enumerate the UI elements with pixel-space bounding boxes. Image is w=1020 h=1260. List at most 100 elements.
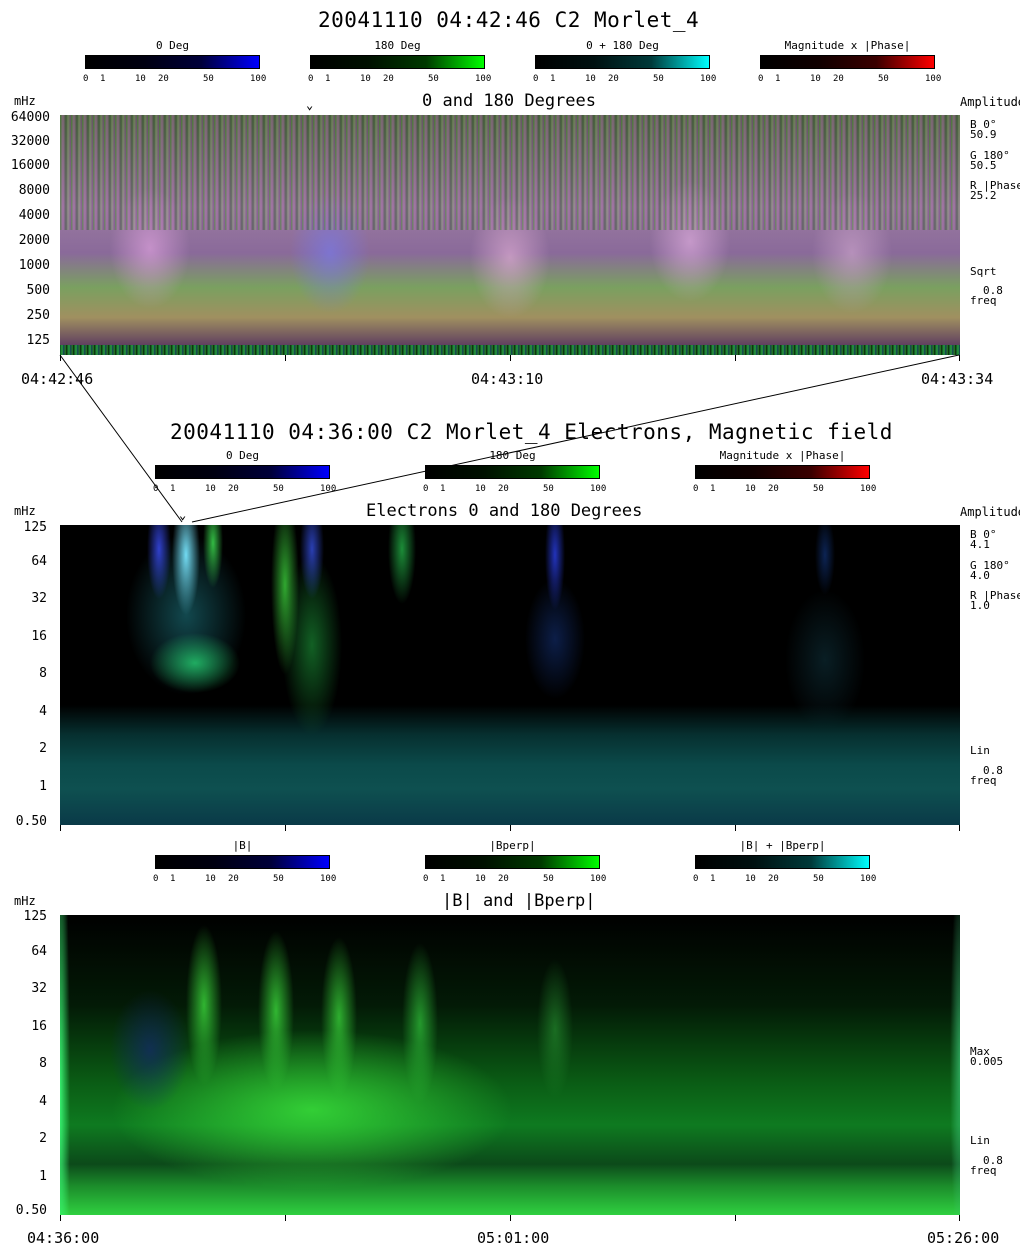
xtick-mark [60,1215,61,1221]
ytick-label: 1 [39,1169,47,1184]
top-side-g180: G 180° [970,149,1010,162]
colorbar-label: 180 Deg [489,449,536,462]
middle-spectrogram [60,525,960,825]
bottom-scale-exponent: 0.8 [983,1154,1003,1167]
colorbar-label: 0 Deg [155,39,190,52]
top-spectrogram [60,115,960,345]
colorbar-gradient [425,855,600,869]
xtick-mark [60,825,61,831]
middle-side-g180-value: 4.0 [970,569,990,582]
colorbar-label: 0 Deg [225,449,260,462]
ytick-label: 64000 [10,110,50,125]
top-side-rphase-value: 25.2 [970,189,997,202]
ytick-label: 16 [31,629,47,644]
ytick-label: 16 [31,1019,47,1034]
middle-side-b0: B 0° [970,528,997,541]
middle-side-rphase-value: 1.0 [970,599,990,612]
xtick-mark [959,825,960,831]
colorbar-label: |B| + |Bperp| [739,839,826,852]
colorbar-gradient [155,855,330,869]
ytick-label: 0.50 [15,814,47,829]
ytick-label: 0.50 [15,1203,47,1218]
ytick-label: 4 [39,1094,47,1109]
top-panel-title: 0 and 180 Degrees [422,91,596,111]
middle-panel-title: Electrons 0 and 180 Degrees [366,501,643,521]
xtick-mark [285,1215,286,1221]
xtick-mark [735,825,736,831]
colorbar-gradient [425,465,600,479]
middle-side-b0-value: 4.1 [970,538,990,551]
top-side-g180-value: 50.5 [970,159,997,172]
ytick-label: 125 [23,520,47,535]
ytick-label: 4 [39,704,47,719]
xtick-mark [735,355,736,361]
bottom-max-label: Max [970,1045,990,1058]
colorbar-label: 180 Deg [374,39,421,52]
xtick-mark [959,355,960,361]
ytick-label: 2000 [18,233,50,248]
colorbar-gradient [695,465,870,479]
ytick-label: 500 [26,283,50,298]
ytick-label: 32 [31,981,47,996]
ytick-label: 8 [39,666,47,681]
bottom-unit-label: mHz [14,894,36,908]
ytick-label: 250 [26,308,50,323]
bottom-spectrogram [60,915,960,1215]
bottom-time-start: 04:36:00 [27,1229,100,1247]
colorbar-label: Magnitude x |Phase| [784,39,911,52]
bottom-scale-freq: freq [970,1164,997,1177]
middle-side-g180: G 180° [970,559,1010,572]
top-amplitude-header: Amplitude [960,95,1020,109]
bottom-time-end: 05:26:00 [927,1229,1000,1247]
colorbar-gradient [310,55,485,69]
top-scale-type: Sqrt [970,265,997,278]
middle-scale-freq: freq [970,774,997,787]
ytick-label: 125 [26,333,50,348]
zoom-connector-lines [59,354,960,523]
bottom-panel-title: |B| and |Bperp| [442,891,596,911]
xtick-mark [959,1215,960,1221]
top-phase-strip [60,345,960,355]
ytick-label: 125 [23,909,47,924]
middle-amplitude-header: Amplitude [960,505,1020,519]
xtick-mark [510,825,511,831]
bottom-time-mid: 05:01:00 [477,1229,550,1247]
bottom-max-value: 0.005 [970,1055,1004,1068]
ytick-label: 8000 [18,183,50,198]
top-time-end: 04:43:34 [921,370,994,388]
colorbar-gradient [155,465,330,479]
xtick-mark [735,1215,736,1221]
top-time-marker-icon: ⌄ [306,98,314,112]
ytick-label: 32 [31,591,47,606]
middle-title: 20041110 04:36:00 C2 Morlet_4 Electrons,… [170,420,893,444]
top-side-b0: B 0° [970,118,997,131]
top-scale-freq: freq [970,294,997,307]
middle-time-marker-icon: ⌄ [179,508,187,522]
ytick-label: 64 [31,554,47,569]
middle-scale-exponent: 0.8 [983,764,1003,777]
colorbar-label: |Bperp| [489,839,536,852]
bottom-scale-type: Lin [970,1134,990,1147]
middle-scale-type: Lin [970,744,990,757]
top-title: 20041110 04:42:46 C2 Morlet_4 [318,8,700,32]
xtick-mark [510,1215,511,1221]
top-side-rphase: R |Phase| [970,179,1020,192]
colorbar-gradient [85,55,260,69]
ytick-label: 16000 [10,158,50,173]
colorbar-label: Magnitude x |Phase| [719,449,846,462]
ytick-label: 1 [39,779,47,794]
ytick-label: 8 [39,1056,47,1071]
xtick-mark [285,355,286,361]
top-time-mid: 04:43:10 [471,370,544,388]
top-scale-exponent: 0.8 [983,284,1003,297]
ytick-label: 32000 [10,134,50,149]
colorbar-label: |B| [232,839,253,852]
colorbar-gradient [760,55,935,69]
middle-unit-label: mHz [14,504,36,518]
ytick-label: 2 [39,1131,47,1146]
colorbar-gradient [695,855,870,869]
top-unit-label: mHz [14,94,36,108]
xtick-mark [510,355,511,361]
ytick-label: 2 [39,741,47,756]
xtick-mark [285,825,286,831]
